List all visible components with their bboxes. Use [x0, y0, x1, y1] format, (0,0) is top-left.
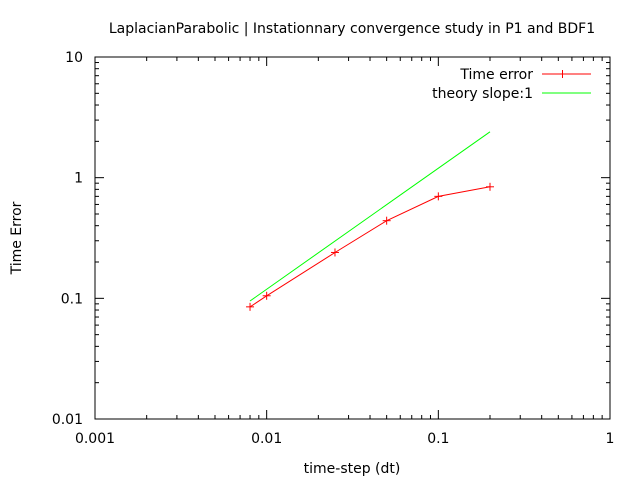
series-line	[249, 131, 491, 302]
legend-label: theory slope:1	[432, 86, 533, 102]
series-line	[249, 186, 491, 308]
chart-title: LaplacianParabolic | Instationnary conve…	[109, 21, 595, 37]
y-tick-label: 0.01	[52, 412, 83, 428]
axis-ticks	[94, 56, 611, 420]
y-tick-label: 0.1	[61, 291, 83, 307]
data-point	[330, 248, 339, 257]
x-tick-label: 0.01	[251, 431, 282, 447]
legend: Time error theory slope:1	[432, 67, 591, 102]
y-tick-labels: 0.01 0.1 1 10	[52, 50, 83, 428]
y-axis-label: Time Error	[9, 201, 25, 275]
y-tick-label: 1	[74, 171, 83, 187]
x-tick-label: 0.001	[75, 431, 115, 447]
plot-frame	[94, 56, 611, 420]
data-point	[434, 192, 443, 201]
y-tick-label: 10	[65, 50, 83, 66]
x-tick-labels: 0.001 0.01 0.1 1	[75, 431, 615, 447]
data-point	[262, 291, 271, 300]
x-tick-label: 0.1	[427, 431, 449, 447]
data-point	[246, 302, 255, 311]
legend-label: Time error	[459, 67, 533, 83]
x-tick-label: 1	[606, 431, 615, 447]
data-point	[382, 216, 391, 225]
x-axis-label: time-step (dt)	[304, 461, 401, 477]
series-layer	[246, 131, 495, 311]
data-point	[486, 182, 495, 191]
